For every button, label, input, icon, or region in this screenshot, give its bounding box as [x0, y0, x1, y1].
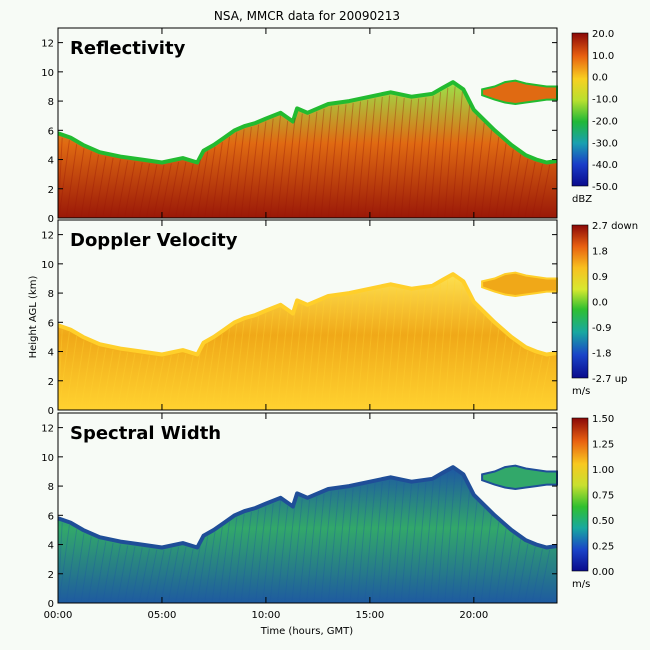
colorbar-tick-label: 0.0	[592, 73, 608, 84]
cloud-top-edge	[57, 272, 558, 357]
colorbar	[571, 224, 589, 379]
cloud-body	[58, 467, 557, 603]
upper-cloud-layer	[481, 79, 558, 106]
colorbar-tick-label: -20.0	[592, 116, 618, 127]
colorbar-tick-label: -40.0	[592, 160, 618, 171]
y-tick-label: 2	[48, 377, 54, 388]
y-tick-label: 8	[48, 97, 54, 108]
colorbar-tick-label: 10.0	[592, 51, 614, 62]
fall-streaks	[57, 86, 551, 219]
y-tick-label: 4	[48, 348, 54, 359]
panel-frame	[57, 219, 558, 411]
colorbar-tick-label: 0.00	[592, 567, 614, 578]
fall-streaks	[57, 278, 551, 411]
colorbar-unit: m/s	[572, 386, 590, 397]
cloud-body	[58, 274, 557, 410]
y-tick-label: 10	[41, 68, 54, 79]
fall-streaks	[57, 471, 551, 604]
upper-cloud-layer	[481, 464, 558, 491]
cloud-top-edge	[57, 80, 558, 165]
panel-frame	[57, 27, 558, 219]
panel-1: 0 2 4 6 8 10 12 Reflectivity 20.0 10.0 0.0 -10.0 -20…	[41, 27, 618, 225]
y-tick-label: 4	[48, 156, 54, 167]
colorbar-unit: dBZ	[572, 194, 592, 205]
chart-title: NSA, MMCR data for 20090213	[214, 9, 400, 23]
colorbar-tick-label: 0.9	[592, 272, 608, 283]
colorbar-tick-label: -10.0	[592, 95, 618, 106]
y-tick-label: 2	[48, 570, 54, 581]
y-axis-label: Height AGL (km)	[28, 276, 39, 359]
colorbar-tick-label: 1.8	[592, 247, 608, 258]
x-tick-label: 20:00	[459, 610, 488, 621]
colorbar-tick-label: 1.50	[592, 414, 614, 425]
colorbar-tick-label: 0.0	[592, 298, 608, 309]
cloud-top-edge	[57, 465, 558, 550]
colorbar	[571, 417, 589, 572]
colorbar-tick-label: -1.8	[592, 349, 612, 360]
y-tick-label: 0	[48, 599, 54, 610]
colorbar-tick-label: 2.7 down	[592, 221, 638, 232]
panel-2: 0 2 4 6 8 10 12 Doppler Velocity 2.7 down 1.8 0.9 0…	[41, 219, 638, 417]
upper-cloud-layer	[481, 271, 558, 298]
colorbar	[571, 32, 589, 187]
y-tick-label: 10	[41, 260, 54, 271]
y-tick-label: 6	[48, 511, 54, 522]
x-tick-label: 00:00	[44, 610, 73, 621]
colorbar-tick-label: -2.7 up	[592, 374, 627, 385]
colorbar-tick-label: -0.9	[592, 323, 612, 334]
y-tick-label: 4	[48, 541, 54, 552]
y-tick-label: 8	[48, 289, 54, 300]
colorbar-tick-label: 0.75	[592, 491, 614, 502]
y-tick-label: 12	[41, 39, 54, 50]
colorbar-tick-label: -30.0	[592, 138, 618, 149]
colorbar-tick-label: 1.25	[592, 440, 614, 451]
y-tick-label: 12	[41, 231, 54, 242]
x-tick-labels: 00:00 05:00 10:00 15:00 20:00	[44, 610, 489, 621]
panel-3: 0 2 4 6 8 10 12 Spectral Width 1.50 1.25 1.00 0.75 0…	[41, 412, 614, 610]
cloud-body	[58, 82, 557, 218]
colorbar-tick-label: 0.25	[592, 542, 614, 553]
y-tick-label: 10	[41, 453, 54, 464]
y-tick-label: 6	[48, 126, 54, 137]
colorbar-tick-label: 20.0	[592, 29, 614, 40]
y-tick-label: 12	[41, 424, 54, 435]
panel-title: Spectral Width	[70, 423, 221, 444]
panel-title: Reflectivity	[70, 38, 186, 59]
y-tick-label: 0	[48, 406, 54, 417]
x-tick-label: 10:00	[252, 610, 281, 621]
x-axis-label: Time (hours, GMT)	[260, 626, 354, 637]
y-tick-label: 0	[48, 214, 54, 225]
y-tick-label: 6	[48, 318, 54, 329]
colorbar-tick-label: 0.50	[592, 516, 614, 527]
x-tick-label: 15:00	[355, 610, 384, 621]
panel-title: Doppler Velocity	[70, 230, 238, 251]
x-tick-label: 05:00	[148, 610, 177, 621]
panel-frame	[57, 412, 558, 604]
colorbar-tick-label: 1.00	[592, 465, 614, 476]
y-tick-label: 2	[48, 185, 54, 196]
colorbar-tick-label: -50.0	[592, 182, 618, 193]
y-tick-label: 8	[48, 482, 54, 493]
colorbar-unit: m/s	[572, 579, 590, 590]
